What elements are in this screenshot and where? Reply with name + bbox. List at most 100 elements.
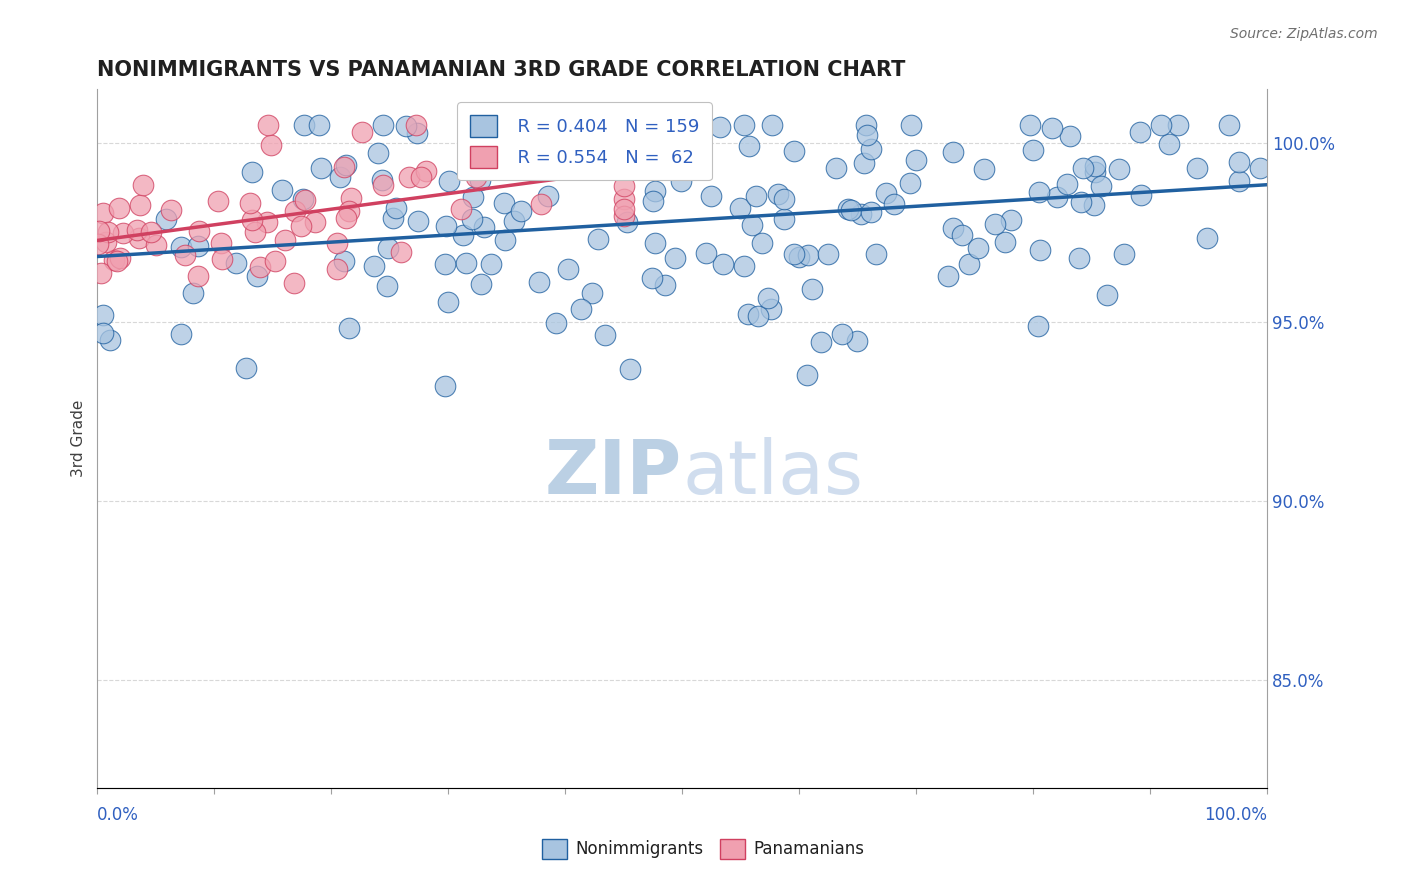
- Point: [339, 321, 361, 335]
- Point: [395, 120, 418, 134]
- Point: [1018, 118, 1040, 132]
- Point: [1083, 197, 1105, 211]
- Point: [170, 240, 193, 254]
- Point: [904, 153, 927, 167]
- Point: [1227, 174, 1250, 188]
- Point: [738, 139, 761, 153]
- Point: [187, 269, 209, 284]
- Point: [91, 205, 114, 219]
- Y-axis label: 3rd Grade: 3rd Grade: [72, 400, 86, 477]
- Point: [1056, 177, 1078, 191]
- Point: [741, 218, 763, 232]
- Point: [329, 169, 352, 184]
- Point: [139, 225, 162, 239]
- Point: [264, 253, 287, 268]
- Point: [209, 235, 232, 250]
- Point: [256, 215, 278, 229]
- Point: [283, 276, 305, 290]
- Point: [284, 204, 307, 219]
- Point: [246, 268, 269, 283]
- Point: [1040, 121, 1063, 136]
- Point: [1026, 318, 1049, 333]
- Point: [768, 187, 790, 202]
- Point: [898, 176, 921, 190]
- Point: [326, 262, 349, 277]
- Point: [586, 232, 609, 246]
- Point: [450, 202, 472, 217]
- Point: [1185, 161, 1208, 175]
- Point: [613, 202, 636, 216]
- Point: [377, 241, 399, 255]
- Point: [468, 173, 491, 187]
- Point: [181, 285, 204, 300]
- Point: [628, 158, 651, 172]
- Point: [90, 266, 112, 280]
- Point: [97, 226, 120, 240]
- Point: [91, 308, 114, 322]
- Point: [853, 156, 876, 170]
- Text: 0.0%: 0.0%: [97, 805, 139, 824]
- Point: [654, 155, 676, 169]
- Point: [249, 260, 271, 274]
- Point: [103, 252, 125, 267]
- Point: [644, 185, 666, 199]
- Point: [733, 118, 755, 132]
- Point: [187, 239, 209, 253]
- Point: [333, 253, 356, 268]
- Point: [494, 233, 516, 247]
- Text: ZIP: ZIP: [546, 437, 682, 510]
- Point: [865, 247, 887, 261]
- Point: [325, 236, 347, 251]
- Point: [363, 259, 385, 273]
- Point: [526, 138, 548, 153]
- Point: [481, 257, 503, 271]
- Point: [613, 178, 636, 193]
- Point: [128, 231, 150, 245]
- Point: [571, 302, 593, 317]
- Point: [797, 248, 820, 262]
- Point: [375, 278, 398, 293]
- Point: [292, 118, 315, 132]
- Point: [128, 197, 150, 211]
- Point: [1084, 164, 1107, 178]
- Point: [509, 204, 531, 219]
- Point: [187, 224, 209, 238]
- Point: [398, 169, 420, 184]
- Point: [155, 211, 177, 226]
- Point: [756, 291, 779, 305]
- Point: [761, 118, 783, 132]
- Point: [1112, 247, 1135, 261]
- Point: [1090, 179, 1112, 194]
- Point: [883, 196, 905, 211]
- Point: [94, 235, 117, 249]
- Point: [942, 145, 965, 159]
- Point: [127, 223, 149, 237]
- Point: [337, 203, 360, 218]
- Point: [1046, 189, 1069, 203]
- Point: [695, 245, 717, 260]
- Point: [409, 169, 432, 184]
- Point: [335, 211, 357, 225]
- Point: [530, 197, 553, 211]
- Point: [240, 165, 263, 179]
- Point: [475, 152, 498, 166]
- Point: [470, 277, 492, 291]
- Point: [240, 212, 263, 227]
- Point: [737, 307, 759, 321]
- Point: [711, 257, 734, 271]
- Point: [837, 202, 859, 217]
- Point: [851, 207, 873, 221]
- Point: [239, 195, 262, 210]
- Point: [855, 118, 877, 132]
- Point: [371, 118, 394, 132]
- Point: [839, 202, 862, 217]
- Point: [643, 194, 665, 209]
- Point: [650, 145, 672, 159]
- Point: [406, 213, 429, 227]
- Point: [613, 209, 636, 223]
- Point: [225, 256, 247, 270]
- Point: [439, 174, 461, 188]
- Point: [160, 202, 183, 217]
- Point: [235, 360, 257, 375]
- Point: [1195, 231, 1218, 245]
